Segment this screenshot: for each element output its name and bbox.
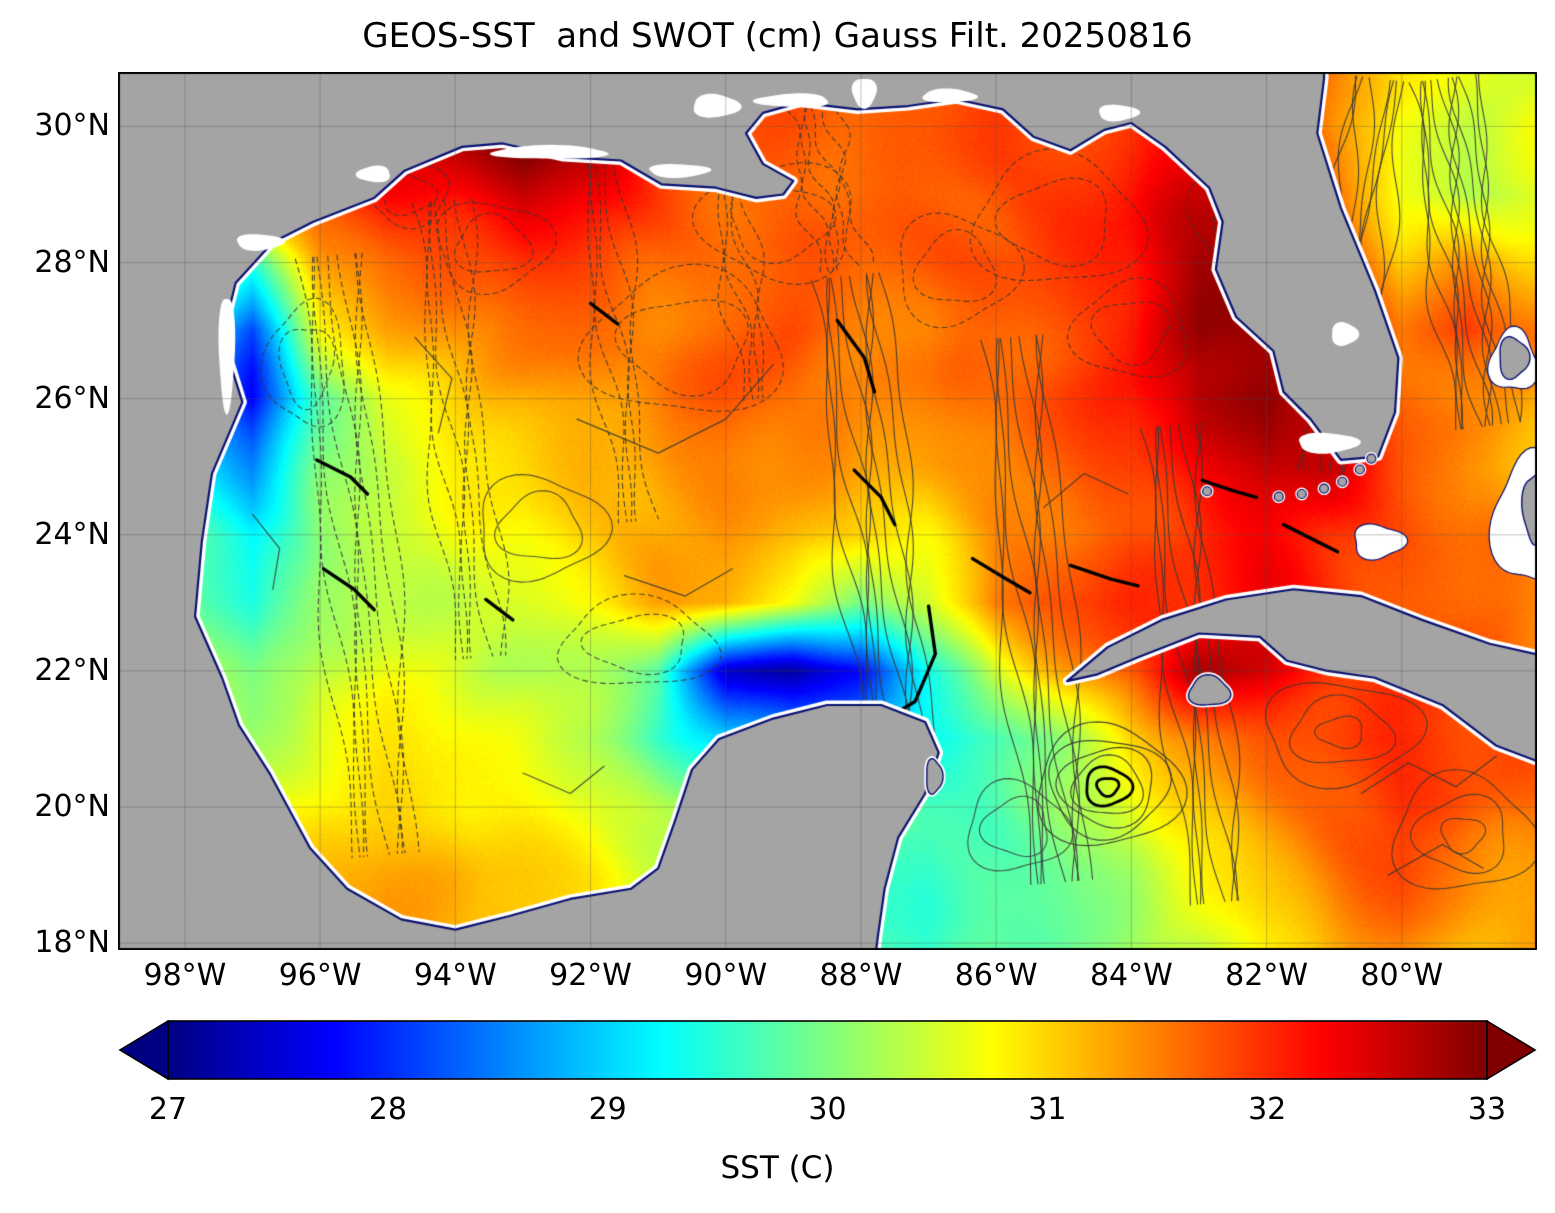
colorbar-tick-label: 33 [1467, 1092, 1507, 1127]
map-canvas [118, 72, 1537, 950]
colorbar-label: SST (C) [720, 1150, 835, 1186]
colorbar-tick-label: 32 [1248, 1092, 1287, 1127]
colorbar [118, 1020, 1537, 1081]
x-tick-label: 90°W [684, 958, 768, 993]
y-tick-label: 20°N [34, 789, 110, 825]
colorbar-over-arrow [1486, 1020, 1537, 1081]
colorbar-tick-label: 30 [808, 1092, 847, 1127]
colorbar-under-arrow [118, 1020, 169, 1081]
x-tick-label: 84°W [1089, 958, 1173, 993]
y-tick-label: 24°N [34, 516, 110, 552]
x-tick-label: 80°W [1360, 958, 1444, 993]
x-tick-label: 96°W [278, 958, 362, 993]
colorbar-gradient [167, 1020, 1488, 1080]
y-tick-label: 22°N [34, 652, 110, 688]
y-tick-label: 26°N [34, 380, 110, 416]
x-tick-label: 86°W [954, 958, 1038, 993]
x-tick-label: 94°W [413, 958, 497, 993]
chart-title: GEOS-SST and SWOT (cm) Gauss Filt. 20250… [362, 16, 1193, 56]
x-tick-label: 82°W [1225, 958, 1308, 993]
colorbar-tick-label: 29 [588, 1092, 627, 1127]
colorbar-tick-label: 28 [368, 1092, 407, 1127]
colorbar-tick-label: 31 [1028, 1092, 1067, 1127]
y-tick-label: 18°N [34, 925, 110, 961]
y-tick-label: 28°N [34, 244, 110, 280]
x-tick-label: 88°W [819, 958, 903, 993]
x-tick-label: 98°W [143, 958, 227, 993]
x-tick-label: 92°W [549, 958, 632, 993]
y-tick-label: 30°N [34, 108, 110, 144]
colorbar-tick-label: 27 [148, 1092, 188, 1127]
